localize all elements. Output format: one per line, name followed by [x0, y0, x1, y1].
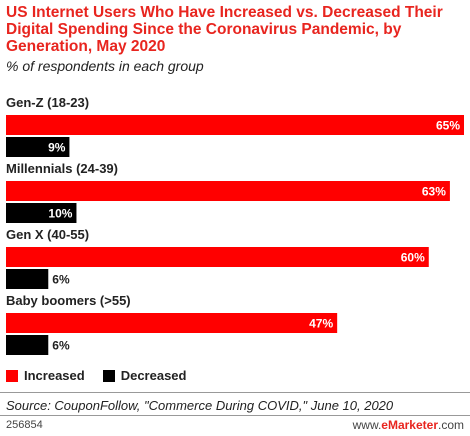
bar-increased [6, 313, 338, 333]
source-note: Source: CouponFollow, "Commerce During C… [6, 398, 394, 413]
data-label-decreased: 6% [52, 339, 70, 353]
legend-label-increased: Increased [24, 368, 85, 383]
brand-suffix: .com [437, 418, 464, 432]
bar-chart: Gen-Z (18-23) 65% 9% Millennials (24-39) 63%… [6, 95, 464, 355]
category-label: Baby boomers (>55) [6, 293, 131, 308]
bar-decreased [6, 269, 49, 289]
data-label-increased: 63% [422, 185, 446, 199]
bar-decreased [6, 203, 77, 223]
category-label: Gen-Z (18-23) [6, 95, 89, 110]
data-label-decreased: 6% [52, 273, 70, 287]
chart-subtitle: % of respondents in each group [6, 58, 204, 74]
category-label: Millennials (24-39) [6, 161, 118, 176]
divider-top [0, 392, 470, 393]
divider-bottom [0, 415, 470, 416]
legend-item-increased: Increased [6, 368, 85, 383]
brand-logo: www.eMarketer.com [353, 418, 464, 432]
data-label-increased: 60% [401, 251, 425, 265]
category-label: Gen X (40-55) [6, 227, 89, 242]
legend: Increased Decreased [6, 368, 204, 383]
bar-increased [6, 115, 464, 135]
bar-increased [6, 247, 429, 267]
legend-label-decreased: Decreased [120, 368, 187, 383]
data-label-decreased: 9% [48, 141, 66, 155]
legend-swatch-increased [6, 369, 18, 382]
bar-decreased [6, 335, 49, 355]
brand-prefix: www. [352, 418, 382, 432]
data-label-decreased: 10% [48, 207, 72, 221]
bar-increased [6, 181, 450, 201]
legend-item-decreased: Decreased [102, 368, 187, 383]
brand-name: eMarketer [381, 418, 438, 432]
chart-title: US Internet Users Who Have Increased vs.… [6, 4, 443, 55]
data-label-increased: 47% [309, 317, 333, 331]
legend-swatch-decreased [102, 369, 115, 382]
chart-id: 256854 [6, 419, 43, 431]
data-label-increased: 65% [436, 119, 460, 133]
bar-decreased [6, 137, 70, 157]
